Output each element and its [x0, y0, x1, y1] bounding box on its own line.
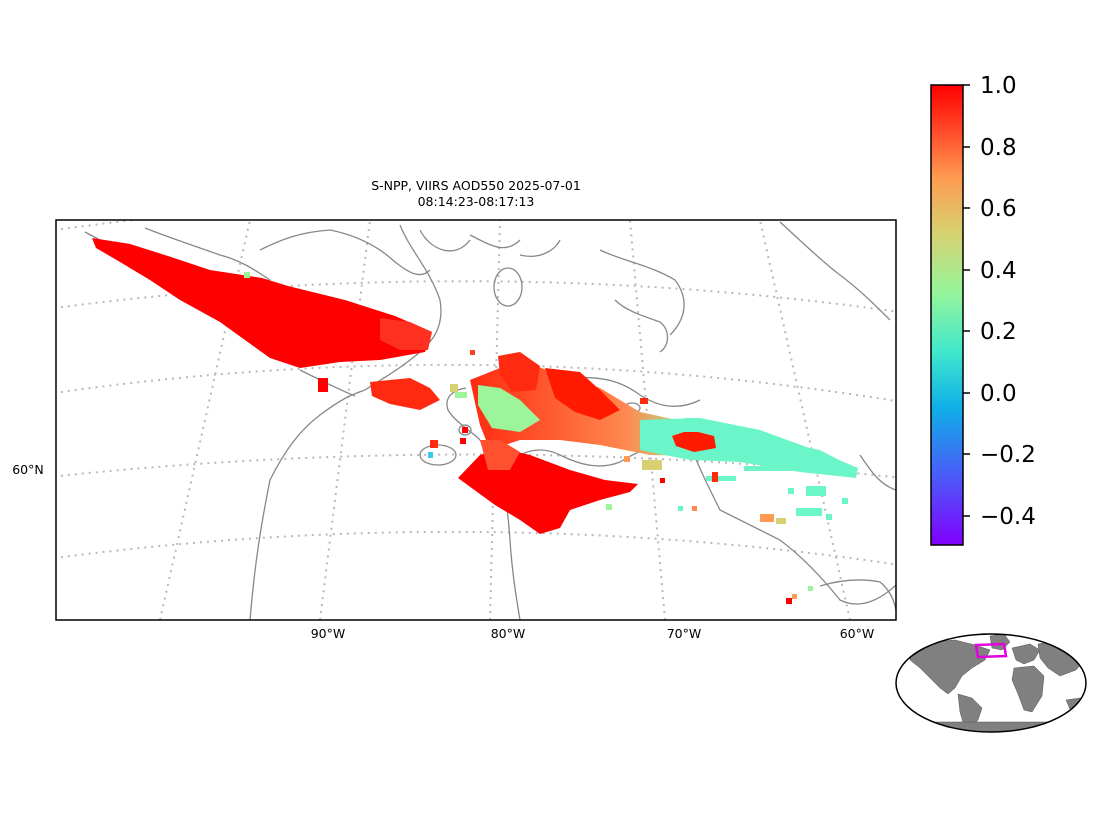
colorbar-tick-label: 0.2	[980, 319, 1017, 345]
title-line-2: 08:14:23-08:17:13	[418, 194, 535, 209]
colorbar-tick-label: −0.2	[980, 442, 1036, 468]
colorbar-tick-label: 1.0	[980, 73, 1017, 99]
colorbar: 1.0 0.8 0.6 0.4 0.2 0.0 −0.2 −0.4	[930, 73, 1036, 546]
longitude-labels: 90°W 80°W 70°W 60°W	[311, 626, 875, 641]
colorbar-scale	[930, 84, 964, 546]
aod-patch-hotspot-east	[672, 430, 716, 452]
lon-label-60w: 60°W	[840, 626, 875, 641]
lon-label-70w: 70°W	[667, 626, 702, 641]
colorbar-tick-label: 0.8	[980, 135, 1017, 161]
aod-swath-northwest	[92, 238, 432, 368]
lon-label-90w: 90°W	[311, 626, 346, 641]
latitude-labels: 60°N	[12, 462, 44, 477]
colorbar-tick-label: 0.0	[980, 381, 1017, 407]
title-line-1: S-NPP, VIIRS AOD550 2025-07-01	[371, 178, 581, 193]
world-locator-inset	[895, 633, 1087, 733]
lat-label-60n: 60°N	[12, 462, 44, 477]
colorbar-tick-label: 0.6	[980, 196, 1017, 222]
aod-scattered-pixels	[244, 272, 848, 604]
aod-data-layer	[92, 238, 858, 604]
colorbar-tick-label: 0.4	[980, 258, 1017, 284]
aod-patch-greenish	[478, 385, 540, 432]
locator-box	[974, 642, 1008, 659]
aod-patch-northeast	[545, 368, 620, 420]
aod-patch-central	[370, 378, 440, 410]
aod-patch-north-center	[498, 352, 540, 392]
main-map	[55, 219, 897, 621]
graticule	[56, 220, 896, 620]
map-title: S-NPP, VIIRS AOD550 2025-07-01 08:14:23-…	[371, 178, 581, 209]
aod-swath-northwest-fringe	[380, 318, 432, 350]
aod-swath-south-core	[480, 440, 520, 470]
lon-label-80w: 80°W	[491, 626, 526, 641]
map-frame	[55, 219, 897, 621]
globe-outline	[895, 633, 1087, 733]
colorbar-tick-label: −0.4	[980, 504, 1036, 530]
